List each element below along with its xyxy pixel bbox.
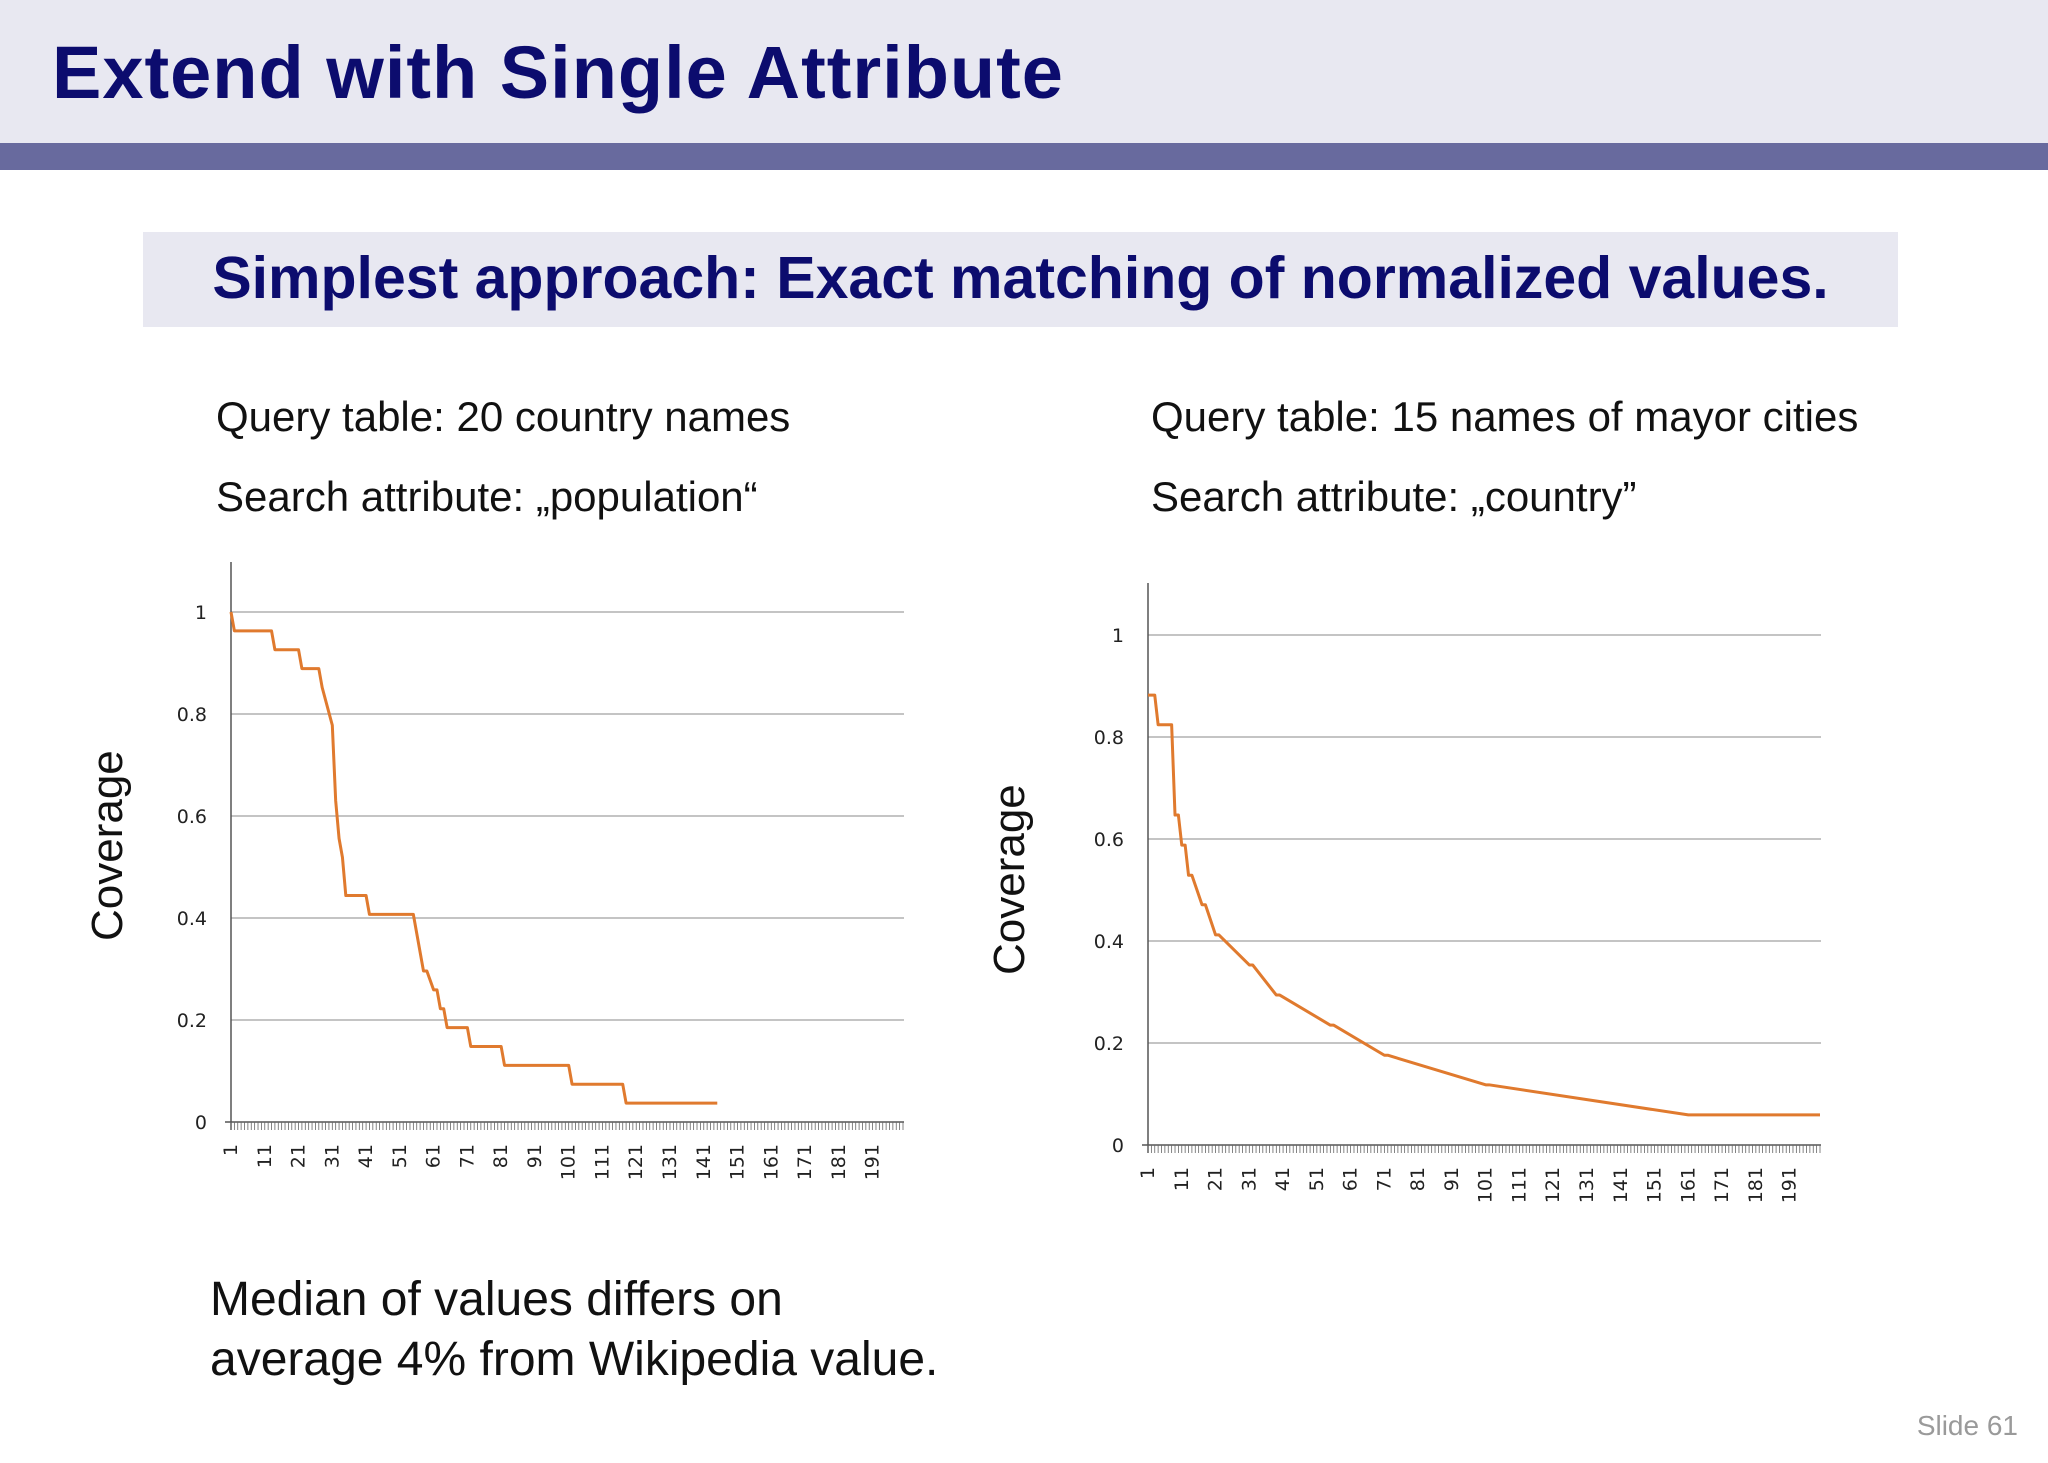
right-chart-ytick-label: 0.4	[1094, 931, 1124, 953]
title-rule	[0, 143, 2048, 170]
left-chart-ytick-label: 0.8	[177, 704, 207, 726]
left-chart-xtick-label: 111	[591, 1144, 613, 1180]
right-chart-ytick-label: 0.2	[1094, 1033, 1124, 1055]
left-chart-xtick-label: 1	[220, 1144, 242, 1156]
right-chart-xtick-label: 81	[1407, 1167, 1429, 1191]
left-chart-xtick-label: 61	[423, 1144, 445, 1168]
right-chart-ytick-label: 1	[1112, 625, 1124, 647]
right-chart-xtick-label: 41	[1272, 1167, 1294, 1191]
right-chart-xtick-label: 61	[1340, 1167, 1362, 1191]
footnote: Median of values differs on average 4% f…	[210, 1270, 938, 1390]
left-chart-ytick-label: 0	[195, 1112, 207, 1134]
left-chart-coverage-line	[229, 611, 718, 1105]
left-chart-ytick-label: 0.2	[177, 1010, 207, 1032]
left-chart-xtick-label: 41	[355, 1144, 377, 1168]
right-chart-x-ticks	[1147, 1145, 1821, 1153]
left-search-text: Search attribute: „population“	[216, 473, 758, 520]
left-chart-xtick-label: 181	[828, 1144, 850, 1180]
right-chart-xtick-label: 101	[1475, 1167, 1497, 1203]
slide-number: Slide 61	[1916, 1410, 2018, 1441]
right-chart-xtick-label: 181	[1745, 1167, 1767, 1203]
left-chart-xtick-label: 101	[558, 1144, 580, 1180]
right-chart-xtick-label: 1	[1137, 1167, 1159, 1179]
right-chart-ytick-label: 0	[1112, 1135, 1124, 1157]
left-chart-xtick-label: 71	[456, 1144, 478, 1168]
right-chart-ytick-label: 0.6	[1094, 829, 1124, 851]
left-chart-xtick-label: 121	[625, 1144, 647, 1180]
right-chart-ytick-label: 0.8	[1094, 727, 1124, 749]
right-search-text: Search attribute: „country”	[1151, 473, 1637, 520]
right-chart-xtick-label: 171	[1711, 1167, 1733, 1203]
left-chart-ytick-label: 1	[195, 602, 207, 624]
left-chart-xtick-label: 21	[288, 1144, 310, 1168]
footnote-line-2: average 4% from Wikipedia value.	[210, 1333, 939, 1386]
left-chart-xtick-label: 51	[389, 1144, 411, 1168]
slide-title: Extend with Single Attribute	[52, 31, 1064, 114]
right-chart-xtick-label: 121	[1542, 1167, 1564, 1203]
left-chart-xtick-label: 171	[794, 1144, 816, 1180]
right-chart-xtick-label: 21	[1205, 1167, 1227, 1191]
left-chart-xtick-label: 161	[760, 1144, 782, 1180]
right-chart-xtick-label: 11	[1171, 1167, 1193, 1191]
left-chart-xtick-label: 141	[693, 1144, 715, 1180]
right-chart-coverage-line	[1148, 693, 1820, 1117]
left-chart-xtick-label: 91	[524, 1144, 546, 1168]
left-chart-xtick-label: 11	[254, 1144, 276, 1168]
left-chart-xtick-label: 81	[490, 1144, 512, 1168]
right-chart-xtick-label: 191	[1779, 1167, 1801, 1203]
right-chart-xtick-label: 51	[1306, 1167, 1328, 1191]
right-chart-xtick-label: 31	[1238, 1167, 1260, 1191]
left-chart-xtick-label: 151	[727, 1144, 749, 1180]
right-chart-xtick-label: 161	[1677, 1167, 1699, 1203]
left-chart-xtick-label: 131	[659, 1144, 681, 1180]
left-query-text: Query table: 20 country names	[216, 393, 791, 440]
footnote-line-1: Median of values differs on	[210, 1273, 783, 1326]
right-chart-xtick-label: 151	[1644, 1167, 1666, 1203]
left-chart-xtick-label: 31	[321, 1144, 343, 1168]
right-chart-xtick-label: 141	[1610, 1167, 1632, 1203]
left-chart-x-ticks	[230, 1122, 904, 1130]
title-bar: Extend with Single Attribute	[0, 0, 2048, 143]
left-chart-ytick-label: 0.6	[177, 806, 207, 828]
right-chart-xtick-label: 111	[1508, 1167, 1530, 1203]
slide-subtitle: Simplest approach: Exact matching of nor…	[212, 245, 1829, 311]
left-chart-ytick-label: 0.4	[177, 908, 207, 930]
right-chart-xtick-label: 131	[1576, 1167, 1598, 1203]
right-chart-xtick-label: 71	[1373, 1167, 1395, 1191]
right-query-text: Query table: 15 names of mayor cities	[1151, 393, 1859, 440]
subtitle-box: Simplest approach: Exact matching of nor…	[143, 232, 1898, 327]
left-chart-xtick-label: 191	[862, 1144, 884, 1180]
right-chart-xtick-label: 91	[1441, 1167, 1463, 1191]
